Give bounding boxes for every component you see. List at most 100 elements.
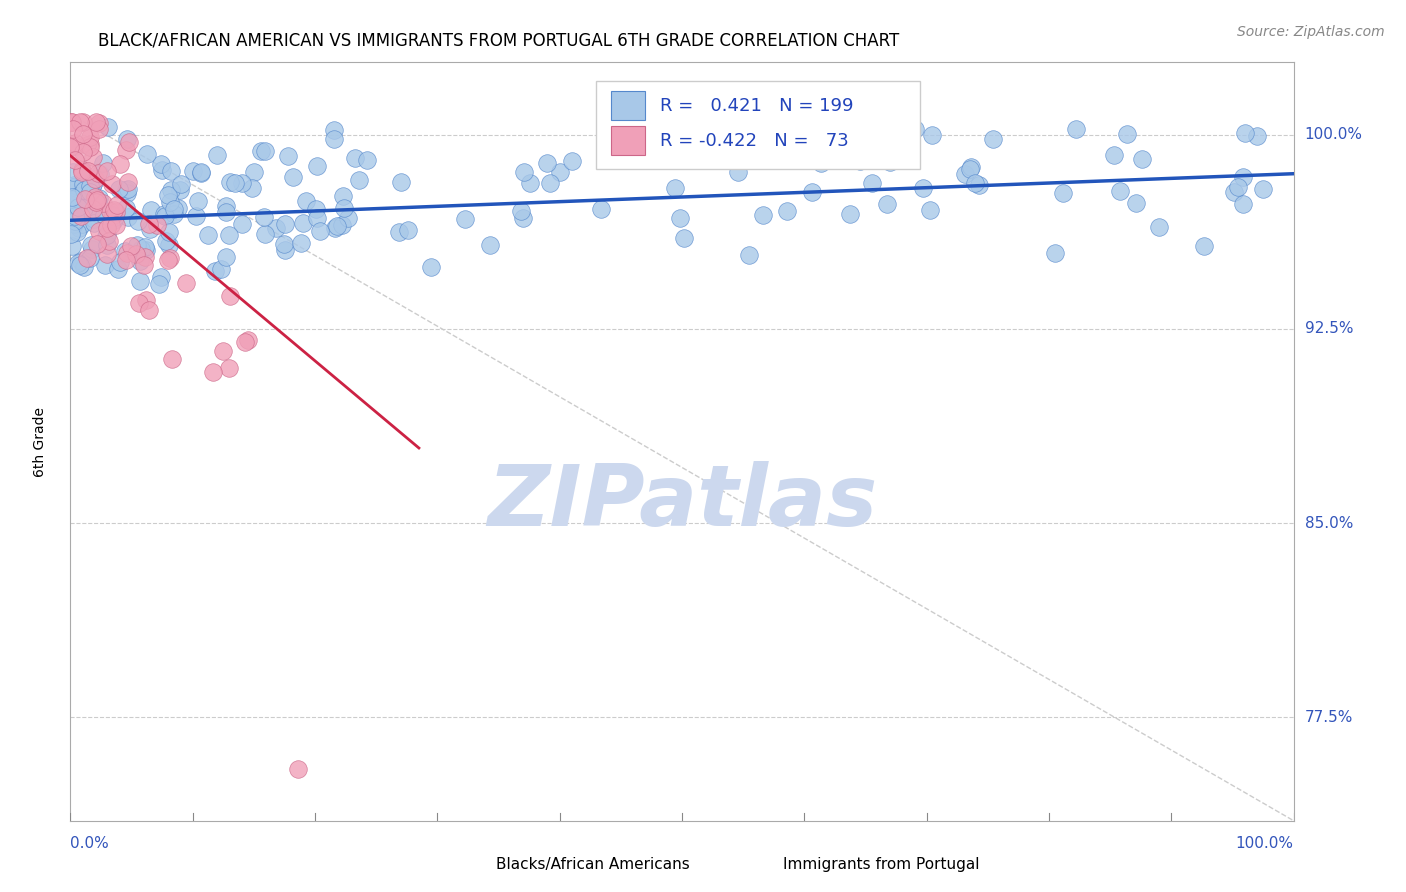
Point bbox=[1246, 129, 1268, 144]
Point bbox=[87, 225, 110, 239]
Point bbox=[672, 231, 695, 245]
Point bbox=[82, 178, 104, 192]
Point bbox=[63, 214, 86, 228]
Point bbox=[219, 175, 242, 189]
Point bbox=[174, 276, 197, 290]
Point bbox=[104, 210, 127, 224]
Point bbox=[860, 176, 883, 190]
Point bbox=[388, 225, 411, 239]
Point bbox=[115, 143, 138, 157]
Point bbox=[117, 210, 139, 224]
Point bbox=[139, 221, 162, 235]
Point bbox=[82, 150, 104, 164]
Point bbox=[157, 252, 180, 267]
Point bbox=[60, 238, 83, 252]
Point bbox=[125, 247, 148, 261]
Point bbox=[332, 189, 354, 203]
Point bbox=[72, 181, 94, 195]
Point bbox=[83, 172, 105, 186]
Point bbox=[86, 236, 108, 251]
Point bbox=[1125, 196, 1147, 211]
Point bbox=[163, 207, 186, 221]
Point bbox=[72, 128, 94, 142]
Point bbox=[70, 165, 93, 179]
Point bbox=[336, 211, 359, 225]
Point bbox=[181, 164, 204, 178]
Point bbox=[156, 187, 179, 202]
Point bbox=[82, 177, 104, 191]
Text: 100.0%: 100.0% bbox=[1236, 836, 1294, 851]
Point bbox=[115, 186, 138, 201]
Point bbox=[93, 208, 115, 222]
Point bbox=[128, 296, 150, 310]
Point bbox=[253, 144, 276, 158]
Point bbox=[322, 132, 344, 146]
Point bbox=[238, 333, 260, 347]
Point bbox=[921, 128, 943, 143]
Text: Immigrants from Portugal: Immigrants from Portugal bbox=[783, 857, 980, 872]
FancyBboxPatch shape bbox=[737, 854, 773, 876]
Point bbox=[105, 198, 128, 212]
Point bbox=[253, 211, 276, 225]
Point bbox=[215, 251, 238, 265]
Point bbox=[117, 135, 139, 149]
Point bbox=[801, 186, 824, 200]
Point bbox=[72, 163, 94, 178]
Point bbox=[62, 165, 84, 179]
Point bbox=[139, 202, 162, 217]
FancyBboxPatch shape bbox=[612, 126, 645, 155]
Point bbox=[231, 218, 253, 232]
Point bbox=[73, 170, 96, 185]
Point bbox=[96, 246, 118, 260]
FancyBboxPatch shape bbox=[596, 81, 921, 169]
Text: 0.0%: 0.0% bbox=[70, 836, 110, 851]
Point bbox=[215, 199, 238, 213]
Point bbox=[1064, 122, 1087, 136]
Point bbox=[79, 252, 101, 266]
Point bbox=[323, 123, 346, 137]
Point bbox=[960, 160, 983, 174]
Point bbox=[65, 225, 87, 239]
Point bbox=[347, 172, 370, 186]
Point bbox=[138, 302, 160, 317]
Point bbox=[120, 239, 142, 253]
Point bbox=[396, 223, 419, 237]
Point bbox=[114, 244, 136, 258]
Point bbox=[231, 177, 253, 191]
Point bbox=[1233, 126, 1256, 140]
Point bbox=[115, 245, 138, 260]
Point bbox=[86, 194, 108, 209]
Point bbox=[454, 212, 477, 227]
Point bbox=[513, 164, 536, 178]
Point bbox=[77, 163, 100, 178]
Point bbox=[125, 238, 148, 252]
Point bbox=[330, 218, 353, 232]
Point bbox=[107, 262, 129, 277]
Point bbox=[129, 254, 152, 268]
Point bbox=[132, 259, 155, 273]
Point bbox=[250, 144, 273, 158]
Point bbox=[1043, 246, 1066, 260]
Point bbox=[273, 237, 295, 252]
Point bbox=[101, 209, 124, 223]
Point bbox=[904, 121, 927, 136]
Text: R =   0.421   N = 199: R = 0.421 N = 199 bbox=[659, 96, 853, 115]
Point bbox=[325, 221, 347, 235]
Point bbox=[79, 136, 101, 151]
Point bbox=[291, 216, 314, 230]
Point bbox=[91, 196, 114, 211]
Point bbox=[62, 192, 84, 206]
Point bbox=[305, 202, 328, 216]
Point bbox=[108, 157, 131, 171]
Point bbox=[86, 194, 108, 208]
Point bbox=[169, 183, 191, 197]
Point bbox=[63, 209, 86, 223]
Point bbox=[82, 242, 104, 256]
Point bbox=[129, 275, 152, 289]
Point bbox=[776, 203, 799, 218]
Point bbox=[752, 122, 775, 136]
Point bbox=[1232, 170, 1254, 185]
Point bbox=[669, 211, 692, 226]
Point bbox=[727, 165, 749, 179]
Point bbox=[307, 160, 329, 174]
